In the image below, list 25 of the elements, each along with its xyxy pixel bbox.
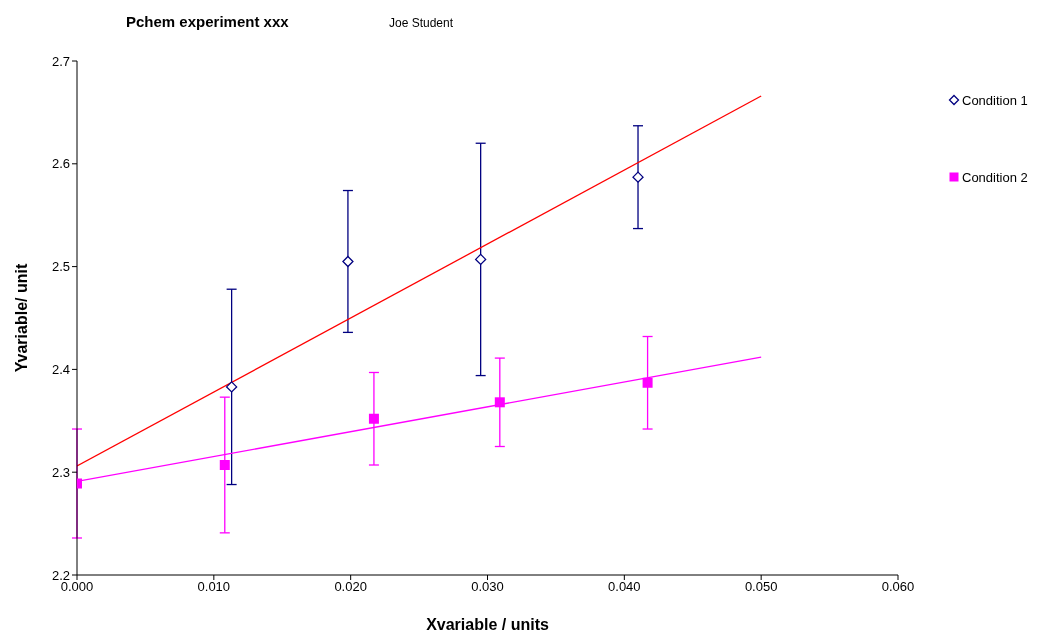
x-tick-label: 0.040 (608, 579, 641, 595)
point (368, 413, 379, 424)
x-tick-label: 0.050 (744, 579, 778, 595)
point (225, 381, 238, 393)
y-tick-label: 2.7 (51, 53, 70, 69)
point (642, 377, 653, 388)
chart-title: Pchem experiment xxx (126, 13, 289, 30)
chart-subtitle: Joe Student (389, 16, 454, 30)
x-tick-label: 0.030 (471, 579, 504, 595)
point (219, 460, 230, 470)
point (632, 171, 644, 183)
x-tick-label: 0.060 (881, 579, 915, 595)
x-axis-title: Xvariable / units (425, 616, 550, 634)
y-tick-label: 2.3 (51, 464, 70, 480)
point (475, 253, 487, 266)
legend-label: Condition 2 (962, 169, 1028, 185)
point (342, 255, 354, 268)
y-tick-label: 2.6 (51, 156, 70, 172)
y-tick-label: 2.4 (51, 362, 70, 378)
y-axis-title: Yvariable/ unit (13, 263, 31, 373)
y-tick-label: 2.5 (51, 259, 70, 275)
point (494, 397, 505, 408)
x-tick-label: 0.020 (334, 579, 367, 595)
legend-label: Condition 1 (962, 92, 1028, 108)
x-tick-label: 0.010 (197, 579, 231, 595)
